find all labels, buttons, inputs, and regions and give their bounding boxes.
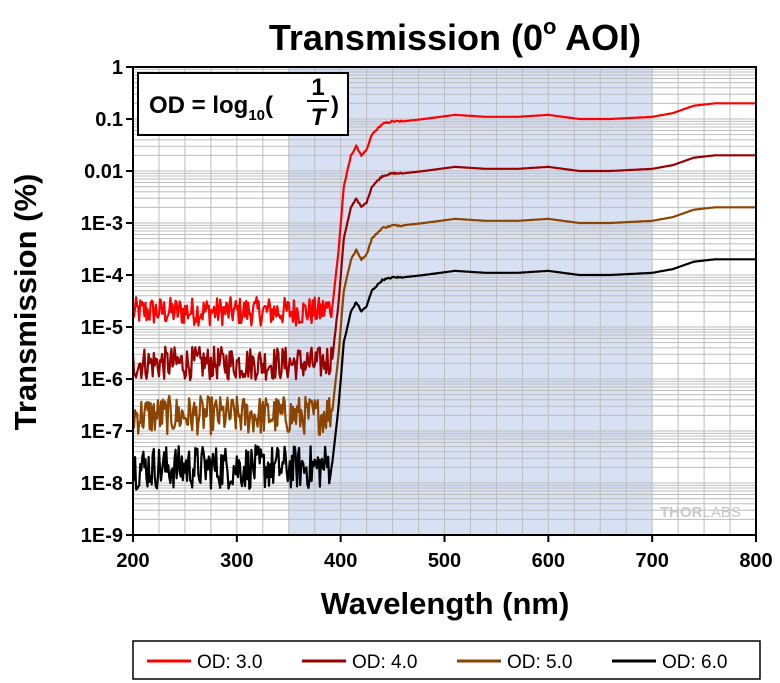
y-tick-label: 1E-7 [81,421,123,443]
series-line-od-5.0 [131,206,757,436]
series-line-od-3.0 [131,102,757,327]
od-formula: OD = log10( [149,92,273,124]
plot-area: 200 300 400 500 600 700 800 1E-9 1E-8 1E-7 1E-6 1E-… [81,57,773,572]
y-tick-label: 1 [112,57,123,79]
series-line-od-4.0 [131,154,757,382]
x-tick-label: 800 [739,550,772,572]
y-tick-label: 1E-3 [81,213,123,235]
y-tick-label: 0.1 [95,109,123,131]
chart-title-main: Transmission (0 [269,17,543,58]
legend-label-od-5.0: OD: 5.0 [507,652,572,673]
y-tick-label: 1E-5 [81,317,123,339]
series-layer [131,102,757,491]
legend: OD: 3.0 OD: 4.0 OD: 5.0 OD: 6.0 [132,640,761,680]
y-tick-label: 0.01 [84,161,123,183]
x-tick-label: 600 [532,550,565,572]
chart-title-degree: o [543,14,556,39]
x-axis-label: Wavelength (nm) [321,586,570,621]
axis-ticks: 200 300 400 500 600 700 800 1E-9 1E-8 1E-7 1E-6 1E-… [81,57,773,572]
od-formula-lhs: OD = log [149,92,248,119]
od-formula-subscript: 10 [248,107,265,124]
od-formula-denominator: T [311,104,328,131]
legend-label-od-3.0: OD: 3.0 [197,652,262,673]
chart-title-suffix: AOI) [556,17,641,58]
x-tick-label: 700 [635,550,668,572]
x-tick-label: 500 [428,550,461,572]
y-axis-label: Transmission (%) [8,174,43,431]
od-formula-numerator: 1 [311,74,324,101]
series-line-od-6.0 [131,258,757,491]
y-tick-label: 1E-8 [81,473,123,495]
x-tick-label: 400 [324,550,357,572]
legend-label-od-4.0: OD: 4.0 [352,652,417,673]
legend-label-od-6.0: OD: 6.0 [662,652,727,673]
od-annotation-box [137,72,349,136]
od-formula-close-paren: ) [331,92,339,119]
x-tick-label: 200 [116,550,149,572]
y-tick-label: 1E-6 [81,369,123,391]
y-tick-label: 1E-9 [81,525,123,547]
od-annotation: OD = log10( 1 T ) [137,72,349,136]
thorlabs-watermark: THORLABS [660,504,741,521]
x-tick-label: 300 [220,550,253,572]
chart-title: Transmission (0o AOI) [269,14,641,58]
y-tick-label: 1E-4 [81,265,124,287]
